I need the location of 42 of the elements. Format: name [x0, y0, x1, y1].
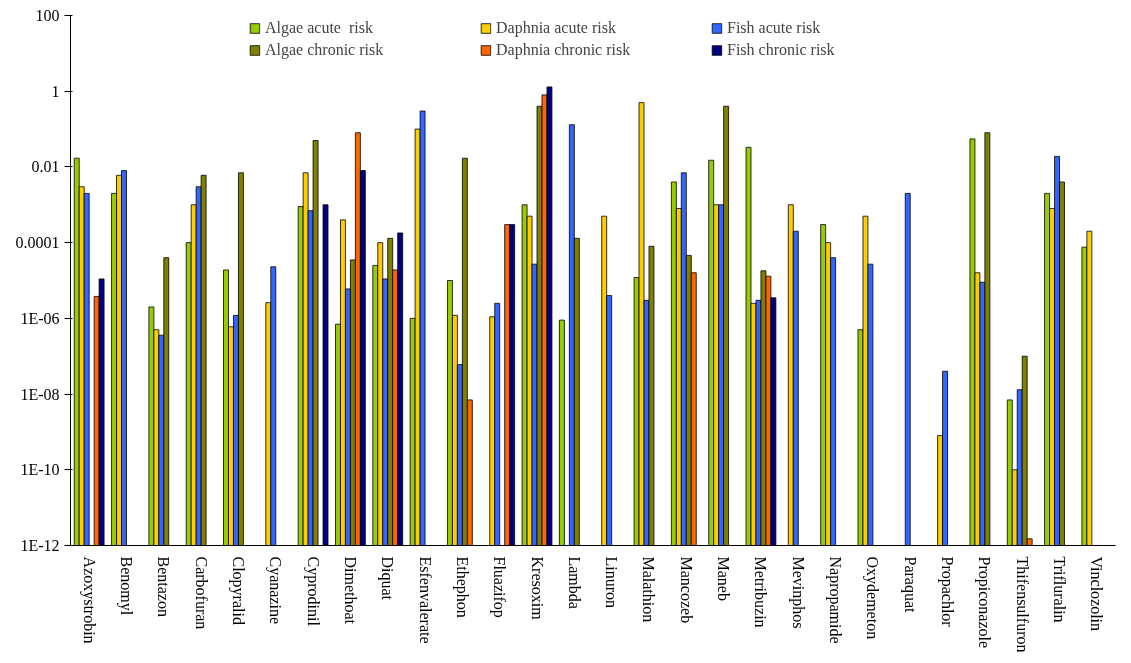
x-tick-label: Lambda [565, 556, 583, 609]
x-tick-label: Malathion [640, 556, 658, 623]
x-tick-label: Mancozeb [677, 556, 695, 624]
legend-label: Daphnia acute risk [496, 19, 617, 37]
x-tick-label: Clopyralid [228, 556, 247, 625]
x-tick-label: Cyprodinil [303, 556, 322, 627]
y-tick-label: 100 [35, 7, 60, 24]
x-tick-label: Paraquat [900, 556, 919, 614]
x-tick-label: Dimethoat [341, 556, 359, 625]
y-tick-label: 1E-06 [20, 309, 60, 327]
x-tick-label: Fluazifop [490, 556, 509, 618]
x-tick-label: Cyanazine [266, 556, 285, 625]
x-tick-label: Diquat [378, 556, 397, 601]
x-tick-label: Thifensulfuron [1013, 556, 1031, 653]
x-tick-label: Oxydemeton [863, 556, 882, 640]
y-tick-label: 1E-10 [20, 461, 60, 479]
x-tick-label: Esfenvalerate [416, 556, 434, 644]
y-tick-label: 1E-12 [20, 537, 60, 554]
x-tick-label: Propiconazole [975, 556, 994, 649]
x-tick-label: Kresoxim [528, 556, 546, 621]
x-tick-label: Napropamide [826, 556, 845, 644]
y-tick-label: 1 [51, 82, 60, 100]
x-tick-label: Mevinphos [788, 556, 807, 629]
legend-label: Algae chronic risk [265, 41, 385, 59]
legend-label: Daphnia chronic risk [496, 41, 632, 59]
x-tick-label: Linuron [603, 556, 621, 609]
x-tick-label: Bentazon [155, 556, 173, 617]
x-tick-label: Trifluralin [1051, 556, 1069, 623]
x-tick-label: Propachlor [938, 556, 957, 628]
x-tick-label: Maneb [715, 556, 733, 601]
x-tick-label: Vinclozolin [1088, 556, 1106, 632]
legend-label: Algae acute risk [265, 19, 374, 37]
x-tick-label: Ethephon [452, 556, 471, 618]
y-tick-label: 1E-08 [20, 385, 60, 403]
x-tick-label: Azoxystrobin [79, 556, 98, 644]
y-tick-label: 0.01 [31, 158, 60, 176]
y-tick-label: 0.0001 [15, 234, 60, 252]
x-tick-label: Benomyl [116, 556, 135, 616]
x-tick-label: Metribuzin [752, 556, 770, 628]
x-tick-label: Carbofuran [192, 556, 210, 630]
legend-label: Fish chronic risk [727, 41, 836, 59]
legend-label: Fish acute risk [727, 19, 822, 37]
